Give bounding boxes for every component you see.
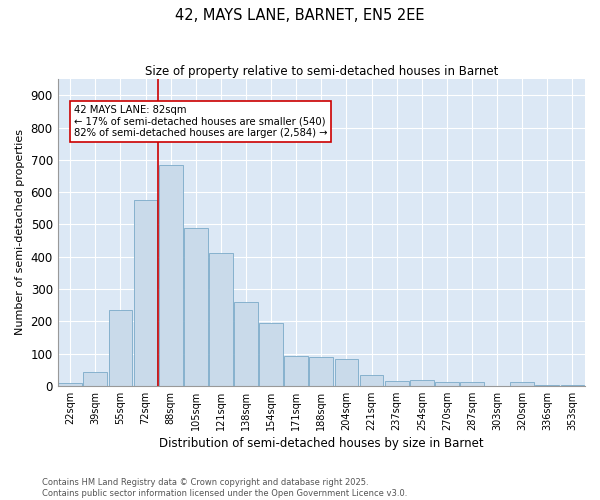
Text: 42, MAYS LANE, BARNET, EN5 2EE: 42, MAYS LANE, BARNET, EN5 2EE — [175, 8, 425, 22]
Bar — [535, 385, 559, 386]
Bar — [510, 382, 534, 386]
Bar — [435, 382, 459, 386]
Bar — [159, 164, 182, 386]
Bar — [359, 374, 383, 386]
Bar — [385, 382, 409, 386]
Bar — [58, 383, 82, 386]
Bar — [259, 323, 283, 386]
Bar — [310, 358, 333, 386]
Bar — [134, 200, 157, 386]
Bar — [209, 254, 233, 386]
Bar — [83, 372, 107, 386]
Bar — [234, 302, 258, 386]
Bar — [335, 359, 358, 386]
Bar — [560, 385, 584, 386]
Bar — [460, 382, 484, 386]
Bar — [410, 380, 434, 386]
Bar — [184, 228, 208, 386]
Bar — [109, 310, 133, 386]
Bar — [284, 356, 308, 386]
X-axis label: Distribution of semi-detached houses by size in Barnet: Distribution of semi-detached houses by … — [159, 437, 484, 450]
Text: Contains HM Land Registry data © Crown copyright and database right 2025.
Contai: Contains HM Land Registry data © Crown c… — [42, 478, 407, 498]
Y-axis label: Number of semi-detached properties: Number of semi-detached properties — [15, 130, 25, 336]
Title: Size of property relative to semi-detached houses in Barnet: Size of property relative to semi-detach… — [145, 65, 498, 78]
Text: 42 MAYS LANE: 82sqm
← 17% of semi-detached houses are smaller (540)
82% of semi-: 42 MAYS LANE: 82sqm ← 17% of semi-detach… — [74, 105, 328, 138]
